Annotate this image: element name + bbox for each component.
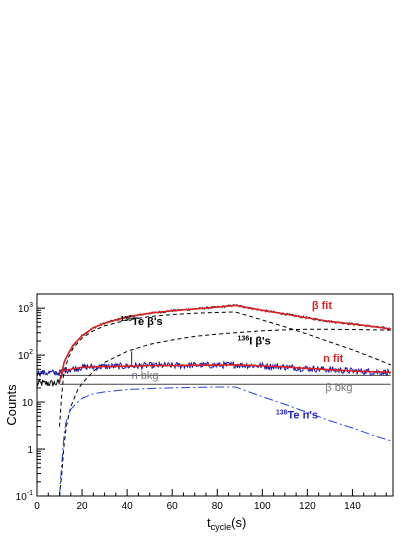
annotation-n-bkg: n bkg — [132, 370, 159, 382]
annotation-i-betas: 136I β's — [238, 335, 271, 347]
x-tick-label: 40 — [122, 501, 134, 512]
series-n-fit — [59, 364, 391, 374]
y-tick-label: 10 — [22, 398, 34, 409]
x-axis: 0 20 40 60 80 100 120 140 — [34, 489, 387, 512]
y-axis: 10-1 1 10 102 103 — [16, 293, 45, 503]
x-tick-label: 60 — [167, 501, 179, 512]
y-tick-label: 103 — [18, 302, 33, 315]
x-tick-label: 120 — [299, 501, 316, 512]
annotation-te-ns: 136Te n's — [276, 409, 318, 421]
x-tick-label: 20 — [77, 501, 89, 512]
x-tick-label: 100 — [254, 501, 271, 512]
y-tick-label: 10-1 — [16, 490, 33, 503]
x-axis-label-unit: (s) — [231, 515, 246, 530]
series-te136-beta — [59, 311, 391, 427]
plot-frame — [36, 293, 394, 497]
annotation-beta-fit: β fit — [312, 300, 332, 312]
annotation-n-fit: n fit — [323, 353, 343, 365]
y-tick-label: 1 — [27, 445, 33, 456]
y-axis-label: Counts — [4, 384, 19, 426]
y-tick-label: 102 — [18, 349, 33, 362]
series-te136-n — [59, 386, 391, 496]
series-beta-data — [37, 304, 391, 387]
x-axis-label-main: t — [207, 515, 211, 530]
plot-lines — [37, 304, 391, 496]
annotations: β fit 136Te β's 136I β's n fit n bkg β bkg 136… — [120, 300, 352, 421]
x-tick-label: 80 — [212, 501, 224, 512]
annotation-beta-bkg: β bkg — [325, 382, 352, 394]
x-axis-label-sub: cycle — [211, 522, 232, 532]
series-i136-beta — [59, 328, 391, 496]
x-axis-label: tcycle(s) — [207, 515, 246, 532]
series-beta-fit — [58, 304, 391, 382]
x-tick-label: 140 — [344, 501, 361, 512]
annotation-te-betas: 136Te β's — [120, 316, 162, 328]
x-tick-label: 0 — [34, 501, 40, 512]
